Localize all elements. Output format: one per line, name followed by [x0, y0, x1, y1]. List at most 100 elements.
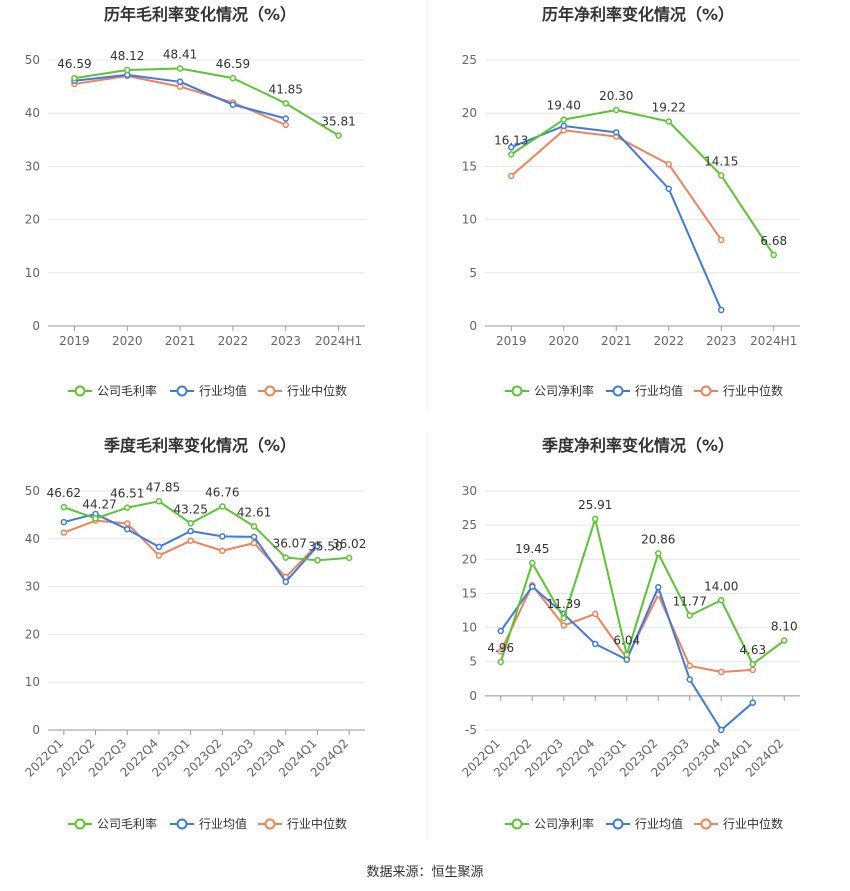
x-tick-label: 2024H1: [315, 334, 362, 348]
x-tick-label: 2023: [270, 334, 301, 348]
data-label: 4.96: [487, 641, 514, 655]
data-label: 20.86: [641, 532, 675, 546]
y-tick-label: 50: [25, 484, 40, 498]
data-label: 19.22: [652, 100, 686, 114]
series-line-industry-median: [510, 129, 723, 241]
data-point: [592, 640, 599, 648]
legend-label: 公司净利率: [534, 383, 594, 398]
data-point: [497, 658, 504, 666]
series-line-company: [499, 517, 785, 666]
legend-marker-icon: [700, 385, 712, 397]
legend-item[interactable]: 行业均值: [170, 383, 247, 398]
data-point: [749, 666, 756, 674]
legend-item[interactable]: 行业中位数: [694, 816, 783, 831]
legend-item[interactable]: 行业中位数: [258, 816, 347, 831]
legend-marker-icon: [612, 385, 624, 397]
data-point: [508, 143, 515, 151]
data-label: 42.61: [237, 505, 271, 519]
chart-panel-3: 季度毛利率变化情况（%）010203040502022Q12022Q22022Q…: [22, 436, 366, 831]
legend-item[interactable]: 行业均值: [606, 816, 683, 831]
legend-marker-icon: [700, 818, 712, 830]
data-label: 41.85: [269, 82, 303, 96]
chart-title: 季度净利率变化情况（%）: [541, 436, 734, 455]
data-label: 35.81: [321, 114, 355, 128]
data-point: [155, 498, 163, 505]
y-tick-label: 10: [25, 675, 40, 689]
y-tick-label: 0: [469, 319, 477, 333]
data-point: [187, 527, 194, 535]
chart-panel-4: 季度净利率变化情况（%）-50510152025302022Q12022Q220…: [459, 436, 800, 831]
data-point: [60, 518, 68, 526]
legend-label: 行业均值: [199, 816, 247, 831]
data-point: [282, 121, 289, 129]
y-tick-label: 10: [462, 621, 477, 635]
legend-label: 行业均值: [199, 383, 247, 398]
data-label: 46.59: [216, 57, 250, 71]
data-label: 20.30: [599, 89, 633, 103]
series-line-company: [510, 109, 775, 256]
y-tick-label: 10: [462, 213, 477, 227]
data-point: [508, 172, 515, 180]
legend-item[interactable]: 行业中位数: [694, 383, 783, 398]
data-point: [250, 523, 258, 530]
y-tick-label: 25: [462, 518, 477, 532]
y-tick-label: 0: [469, 689, 477, 703]
data-point: [229, 101, 237, 108]
data-label: 46.59: [57, 57, 91, 71]
data-point: [560, 122, 567, 130]
data-label: 35.50: [308, 539, 342, 553]
x-tick-label: 2020: [112, 334, 143, 348]
data-label: 46.76: [205, 485, 239, 499]
legend-item[interactable]: 行业均值: [170, 816, 247, 831]
data-point: [219, 533, 226, 540]
legend-item[interactable]: 行业均值: [606, 383, 683, 398]
y-tick-label: 10: [25, 266, 40, 280]
legend-marker-icon: [511, 818, 523, 830]
legend-item[interactable]: 公司毛利率: [68, 816, 157, 831]
x-tick-label: 2022: [653, 334, 684, 348]
legend-label: 行业中位数: [723, 816, 783, 831]
legend-item[interactable]: 公司净利率: [505, 816, 594, 831]
y-tick-label: 0: [32, 723, 40, 737]
data-point: [686, 612, 693, 619]
data-point: [665, 118, 672, 125]
data-point: [623, 656, 630, 663]
x-tick-label: 2021: [165, 334, 196, 348]
x-tick-label: 2021: [601, 334, 632, 348]
data-label: 47.85: [146, 480, 180, 494]
data-label: 36.07: [273, 537, 307, 551]
legend-label: 行业均值: [635, 816, 683, 831]
series-line-company: [63, 500, 350, 562]
data-point: [686, 676, 693, 683]
y-tick-label: 20: [25, 213, 40, 227]
data-point: [623, 651, 630, 658]
data-point: [686, 662, 693, 670]
legend-item[interactable]: 行业中位数: [258, 383, 347, 398]
y-tick-label: 5: [469, 655, 477, 669]
legend-item[interactable]: 公司净利率: [505, 383, 594, 398]
data-label: 48.12: [110, 49, 144, 63]
data-label: 46.51: [110, 487, 144, 501]
legend-marker-icon: [612, 818, 624, 830]
data-point: [187, 520, 194, 527]
data-point: [229, 74, 237, 82]
data-label: 16.13: [494, 133, 528, 147]
data-label: 19.45: [515, 542, 549, 556]
data-point: [718, 668, 725, 676]
data-point: [71, 74, 78, 82]
data-point: [665, 161, 672, 168]
legend-item[interactable]: 公司毛利率: [68, 383, 157, 398]
legend-label: 行业中位数: [287, 816, 347, 831]
data-label: 44.27: [82, 497, 116, 511]
chart-title: 历年净利率变化情况（%）: [542, 5, 734, 24]
legend-label: 公司净利率: [534, 816, 594, 831]
data-point: [60, 529, 68, 536]
legend-label: 公司毛利率: [97, 816, 157, 831]
data-point: [345, 554, 353, 562]
data-point: [560, 622, 567, 629]
data-point: [718, 726, 725, 734]
data-point: [60, 503, 68, 511]
series-line-industry-average: [510, 124, 723, 311]
y-tick-label: 30: [25, 159, 40, 173]
